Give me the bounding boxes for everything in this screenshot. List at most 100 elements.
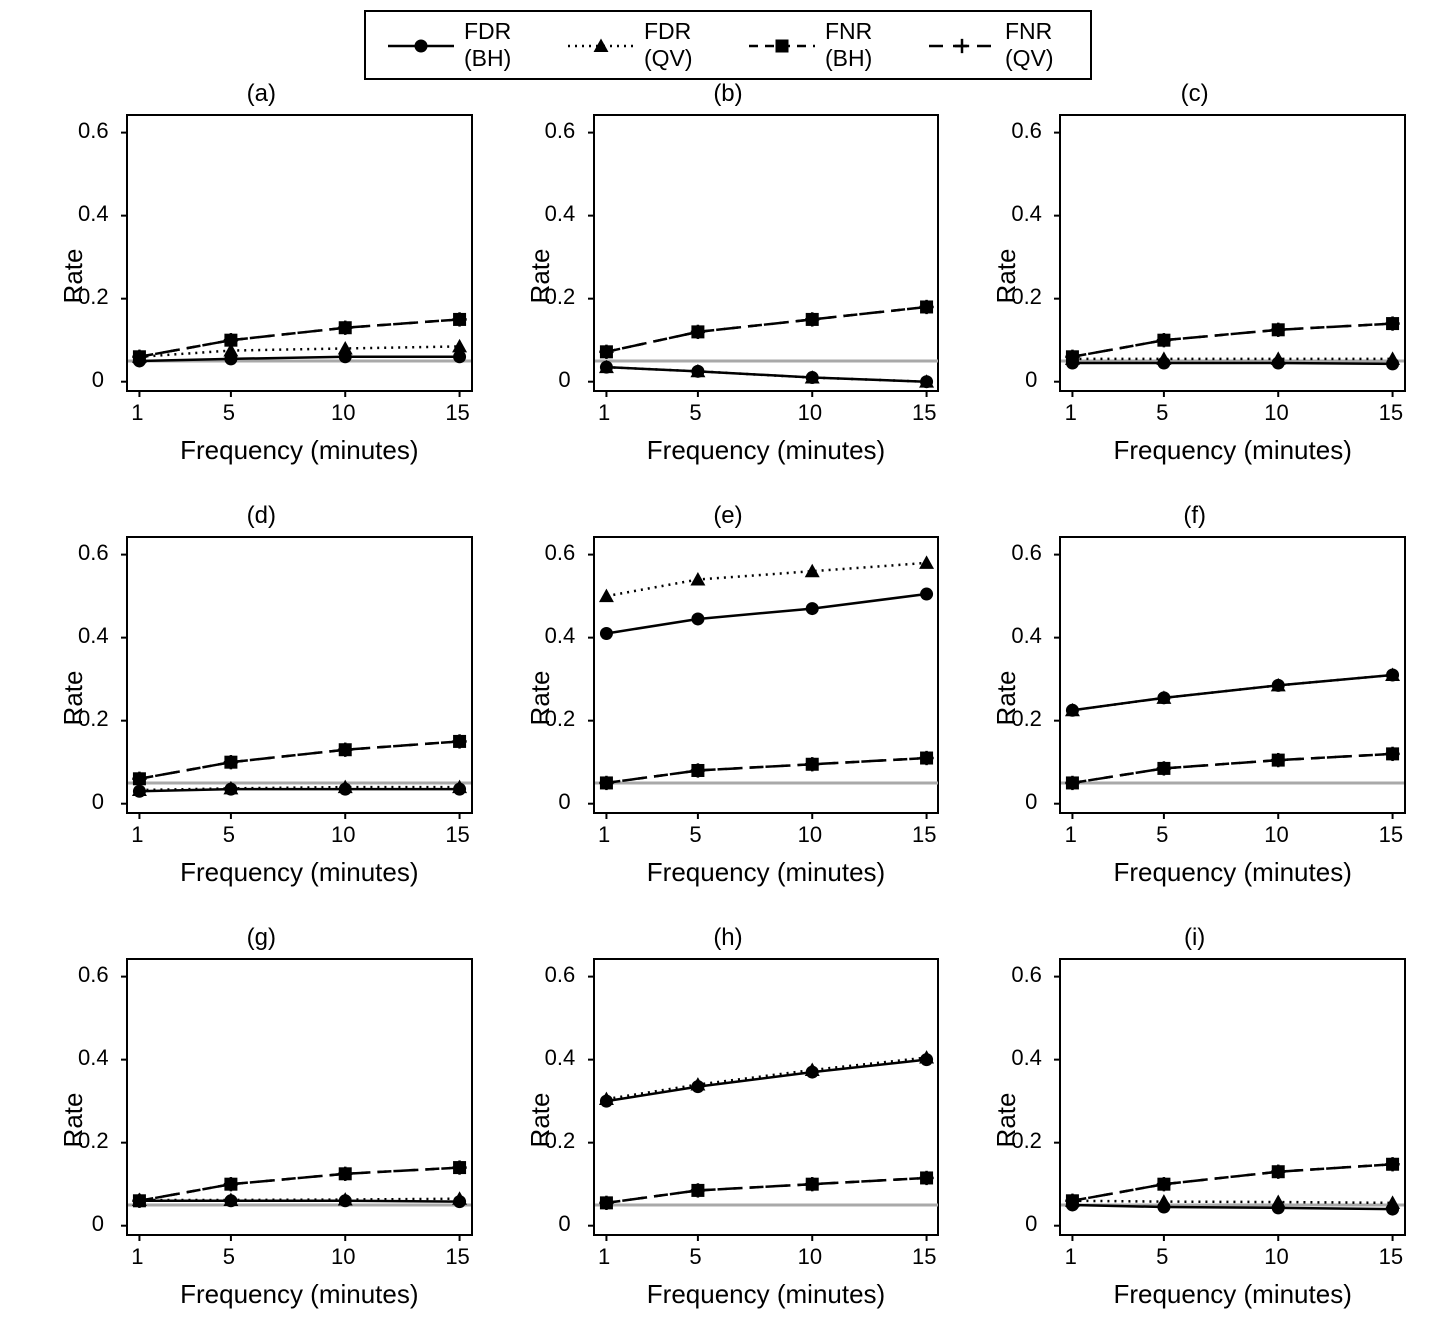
x-tick-label: 1 [131, 822, 143, 848]
plot-area [593, 958, 940, 1236]
x-tick-label: 15 [445, 400, 469, 426]
legend-swatch [568, 35, 634, 55]
chart-panel: (a)RateFrequency (minutes)15101500.20.40… [40, 80, 483, 472]
y-tick-label: 0.6 [545, 118, 571, 144]
y-tick-label: 0.4 [545, 201, 571, 227]
y-tick-label: 0.4 [545, 1045, 571, 1071]
x-axis-label: Frequency (minutes) [593, 857, 940, 888]
x-tick-label: 10 [1264, 400, 1288, 426]
x-tick-label: 15 [912, 822, 936, 848]
x-tick-label: 10 [331, 822, 355, 848]
y-tick-label: 0.6 [1011, 962, 1037, 988]
y-tick-label: 0.4 [78, 623, 104, 649]
chart-panel: (i)RateFrequency (minutes)15101500.20.40… [973, 924, 1416, 1316]
x-axis-label: Frequency (minutes) [1059, 857, 1406, 888]
x-axis-label: Frequency (minutes) [593, 1279, 940, 1310]
panel-title: (h) [507, 924, 950, 952]
y-tick-label: 0 [1011, 789, 1037, 815]
legend-swatch [388, 35, 454, 55]
y-tick-label: 0 [1011, 1211, 1037, 1237]
plot-area [1059, 958, 1406, 1236]
legend: FDR (BH) FDR (QV) FNR (BH) FNR (QV) [364, 10, 1092, 80]
chart-panel: (b)RateFrequency (minutes)15101500.20.40… [507, 80, 950, 472]
y-tick-label: 0.6 [78, 118, 104, 144]
y-tick-label: 0 [545, 789, 571, 815]
y-tick-label: 0.2 [545, 1128, 571, 1154]
panel-title: (i) [973, 924, 1416, 952]
y-tick-label: 0.2 [78, 706, 104, 732]
y-tick-label: 0.6 [78, 540, 104, 566]
y-tick-label: 0.4 [78, 201, 104, 227]
x-tick-label: 5 [1156, 822, 1168, 848]
x-tick-label: 10 [1264, 822, 1288, 848]
chart-panel: (e)RateFrequency (minutes)15101500.20.40… [507, 502, 950, 894]
y-tick-label: 0.4 [78, 1045, 104, 1071]
panel-title: (a) [40, 80, 483, 108]
x-tick-label: 10 [331, 400, 355, 426]
x-tick-label: 1 [1065, 400, 1077, 426]
y-tick-label: 0.4 [1011, 1045, 1037, 1071]
y-tick-label: 0.2 [545, 284, 571, 310]
panel-title: (f) [973, 502, 1416, 530]
x-tick-label: 5 [223, 822, 235, 848]
x-tick-label: 5 [689, 400, 701, 426]
chart-panel: (d)RateFrequency (minutes)15101500.20.40… [40, 502, 483, 894]
legend-item: FNR (BH) [749, 18, 887, 72]
y-tick-label: 0 [545, 1211, 571, 1237]
x-tick-label: 1 [1065, 822, 1077, 848]
y-tick-label: 0.2 [545, 706, 571, 732]
legend-label: FNR (BH) [825, 18, 887, 72]
plot-area [593, 114, 940, 392]
plot-area [593, 536, 940, 814]
x-tick-label: 1 [131, 1244, 143, 1270]
x-tick-label: 15 [912, 400, 936, 426]
y-tick-label: 0.6 [1011, 540, 1037, 566]
x-tick-label: 15 [445, 1244, 469, 1270]
x-tick-label: 5 [1156, 1244, 1168, 1270]
y-tick-label: 0 [1011, 367, 1037, 393]
plot-area [126, 536, 473, 814]
x-tick-label: 15 [1379, 1244, 1403, 1270]
y-tick-label: 0.6 [545, 540, 571, 566]
y-tick-label: 0.2 [1011, 1128, 1037, 1154]
plot-area [1059, 536, 1406, 814]
y-tick-label: 0 [78, 1211, 104, 1237]
panel-title: (c) [973, 80, 1416, 108]
x-tick-label: 1 [1065, 1244, 1077, 1270]
x-tick-label: 5 [689, 822, 701, 848]
legend-item: FNR (QV) [929, 18, 1068, 72]
chart-panel: (h)RateFrequency (minutes)15101500.20.40… [507, 924, 950, 1316]
x-tick-label: 10 [331, 1244, 355, 1270]
y-tick-label: 0.2 [1011, 284, 1037, 310]
x-tick-label: 15 [445, 822, 469, 848]
x-axis-label: Frequency (minutes) [126, 1279, 473, 1310]
chart-grid: (a)RateFrequency (minutes)15101500.20.40… [40, 80, 1416, 1316]
chart-panel: (c)RateFrequency (minutes)15101500.20.40… [973, 80, 1416, 472]
y-tick-label: 0.2 [78, 284, 104, 310]
chart-panel: (g)RateFrequency (minutes)15101500.20.40… [40, 924, 483, 1316]
y-tick-label: 0.6 [545, 962, 571, 988]
legend-swatch [929, 35, 995, 55]
x-tick-label: 10 [1264, 1244, 1288, 1270]
plot-area [126, 114, 473, 392]
x-tick-label: 5 [689, 1244, 701, 1270]
y-tick-label: 0.6 [1011, 118, 1037, 144]
chart-panel: (f)RateFrequency (minutes)15101500.20.40… [973, 502, 1416, 894]
x-tick-label: 1 [598, 400, 610, 426]
x-tick-label: 15 [1379, 822, 1403, 848]
y-tick-label: 0.2 [1011, 706, 1037, 732]
x-axis-label: Frequency (minutes) [1059, 1279, 1406, 1310]
x-tick-label: 10 [798, 400, 822, 426]
y-tick-label: 0 [78, 367, 104, 393]
x-tick-label: 10 [798, 1244, 822, 1270]
x-tick-label: 1 [131, 400, 143, 426]
y-tick-label: 0.4 [545, 623, 571, 649]
y-tick-label: 0.4 [1011, 623, 1037, 649]
y-tick-label: 0.6 [78, 962, 104, 988]
legend-label: FDR (QV) [644, 18, 707, 72]
legend-swatch [749, 35, 815, 55]
y-tick-label: 0 [545, 367, 571, 393]
plot-area [126, 958, 473, 1236]
y-tick-label: 0.4 [1011, 201, 1037, 227]
legend-item: FDR (BH) [388, 18, 526, 72]
